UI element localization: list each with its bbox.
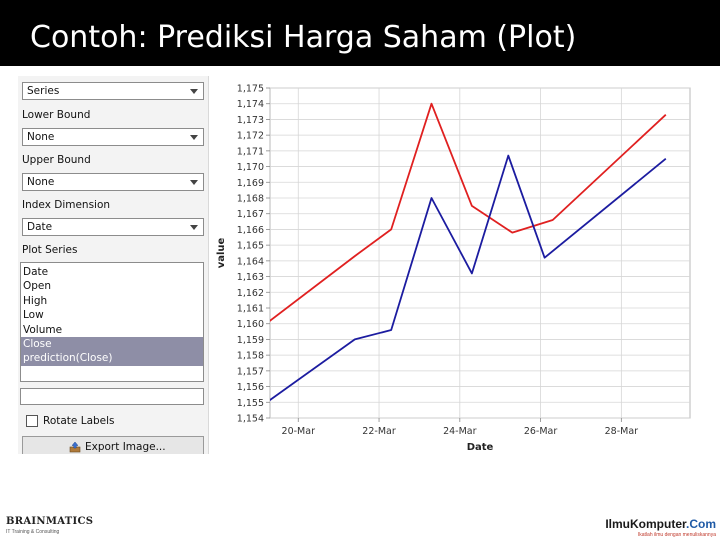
rotate-labels-checkbox[interactable] [26, 415, 38, 427]
x-axis: 20-Mar 22-Mar 24-Mar 26-Mar 28-Mar [282, 418, 639, 437]
y-axis: 1,154 1,155 1,156 1,157 1,158 1,159 1,160 1,161… [237, 84, 270, 425]
y-tick-label: 1,162 [237, 288, 264, 299]
x-tick-label: 28-Mar [605, 426, 639, 437]
list-item[interactable]: High [23, 294, 48, 307]
y-tick-label: 1,161 [237, 304, 264, 315]
y-tick-label: 1,164 [237, 256, 264, 267]
list-item[interactable]: Open [23, 280, 52, 293]
x-tick-label: 24-Mar [443, 426, 477, 437]
chevron-down-icon [190, 180, 198, 185]
y-tick-label: 1,169 [237, 178, 264, 189]
series-lines [270, 102, 667, 402]
ilmukomputer-logo-suffix: .Com [686, 517, 716, 531]
upper-bound-value: None [27, 176, 55, 188]
index-dimension-value: Date [27, 221, 53, 233]
y-tick-label: 1,156 [237, 382, 264, 393]
ilmukomputer-logo: IlmuKomputer.Com Ikatlah ilmu dengan men… [605, 517, 720, 539]
y-tick-label: 1,174 [237, 99, 264, 110]
y-tick-label: 1,157 [237, 366, 264, 377]
y-tick-label: 1,158 [237, 351, 264, 362]
upper-bound-dropdown[interactable]: None [22, 173, 204, 191]
lower-bound-dropdown[interactable]: None [22, 128, 204, 146]
export-image-button[interactable]: Export Image... [22, 436, 204, 454]
y-tick-label: 1,163 [237, 272, 264, 283]
chevron-down-icon [190, 135, 198, 140]
y-tick-label: 1,172 [237, 131, 264, 142]
y-tick-label: 1,170 [237, 162, 264, 173]
ilmukomputer-logo-tagline: Ikatlah ilmu dengan menuliskannya [637, 532, 716, 538]
y-tick-label: 1,168 [237, 194, 264, 205]
stock-price-chart: 1,154 1,155 1,156 1,157 1,158 1,159 1,160 1,161… [216, 84, 691, 453]
y-tick-label: 1,159 [237, 335, 264, 346]
brainmatics-logo-tagline: IT Training & Consulting [6, 529, 60, 535]
y-tick-label: 1,154 [237, 414, 264, 425]
lower-bound-label: Lower Bound [22, 109, 91, 121]
y-tick-label: 1,165 [237, 241, 264, 252]
series-dropdown[interactable]: Series [22, 82, 204, 100]
list-item[interactable]: Date [23, 266, 49, 278]
y-tick-label: 1,167 [237, 209, 264, 220]
plot-series-list[interactable]: Date Open High Low Volume Close predicti… [20, 262, 204, 382]
index-dimension-dropdown[interactable]: Date [22, 218, 204, 236]
x-tick-label: 26-Mar [524, 426, 558, 437]
chevron-down-icon [190, 89, 198, 94]
slide-header: Contoh: Prediksi Harga Saham (Plot) [0, 0, 720, 66]
list-item[interactable]: Volume [23, 323, 63, 336]
grid-lines [270, 87, 690, 419]
list-item[interactable]: Low [23, 309, 44, 322]
export-image-icon [69, 441, 81, 453]
ilmukomputer-logo-name: IlmuKomputer.Com [605, 517, 716, 531]
y-axis-label: value [216, 237, 227, 268]
rotate-labels-label: Rotate Labels [43, 415, 115, 427]
series-line-0 [270, 102, 667, 322]
list-item-selected[interactable]: prediction(Close) [21, 351, 203, 366]
brainmatics-logo-name: BRAINMATICS [6, 516, 94, 527]
plot-settings-panel: Series Lower Bound None Upper Bound None… [18, 76, 209, 454]
y-tick-label: 1,171 [237, 146, 264, 157]
export-image-label: Export Image... [85, 441, 166, 453]
x-tick-label: 20-Mar [282, 426, 316, 437]
ilmukomputer-logo-text: IlmuKomputer [605, 517, 686, 531]
y-tick-label: 1,166 [237, 225, 264, 236]
series-dropdown-value: Series [27, 85, 60, 97]
lower-bound-value: None [27, 131, 55, 143]
plot-series-label: Plot Series [22, 244, 78, 256]
x-axis-label: Date [467, 442, 494, 453]
y-tick-label: 1,173 [237, 115, 264, 126]
slide-title: Contoh: Prediksi Harga Saham (Plot) [30, 20, 577, 55]
brainmatics-logo: BRAINMATICS IT Training & Consulting [6, 516, 93, 538]
horizontal-scrollbar[interactable] [20, 388, 204, 405]
y-tick-label: 1,155 [237, 398, 264, 409]
index-dimension-label: Index Dimension [22, 199, 111, 211]
list-item-selected[interactable]: Close [21, 337, 203, 352]
chevron-down-icon [190, 225, 198, 230]
upper-bound-label: Upper Bound [22, 154, 91, 166]
y-tick-label: 1,175 [237, 84, 264, 95]
plot-area [269, 87, 691, 419]
series-line-1 [270, 154, 667, 402]
x-tick-label: 22-Mar [362, 426, 396, 437]
y-tick-label: 1,160 [237, 319, 264, 330]
